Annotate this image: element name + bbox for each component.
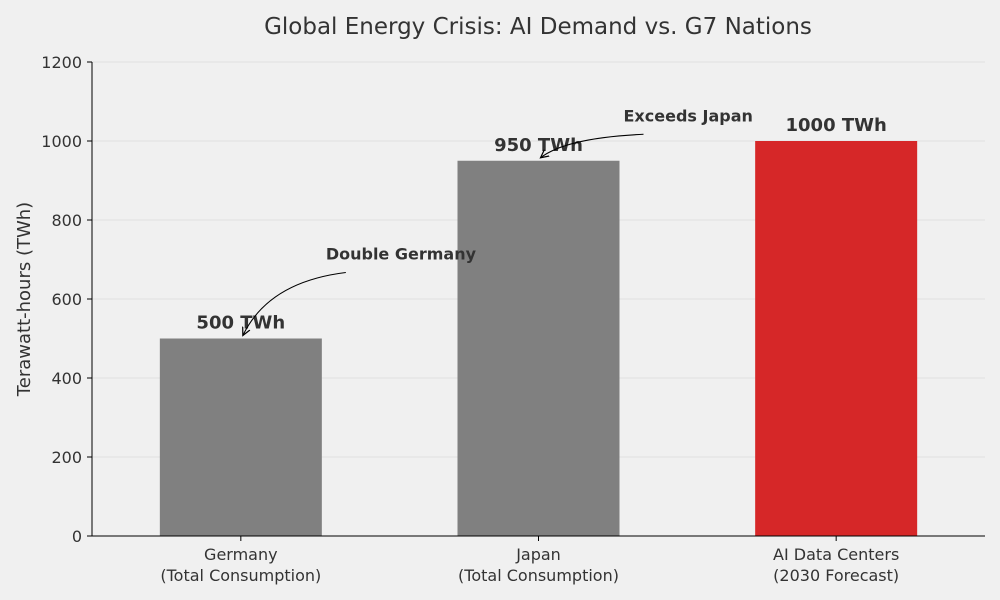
chart-title: Global Energy Crisis: AI Demand vs. G7 N… (264, 14, 812, 40)
x-tick-sublabel: (Total Consumption) (458, 566, 619, 585)
y-tick-label: 800 (51, 211, 82, 230)
annotations: Double Germany Exceeds Japan (243, 106, 753, 335)
annotation-text: Double Germany (326, 245, 477, 264)
y-tick-label: 1200 (41, 53, 82, 72)
y-tick-label: 1000 (41, 132, 82, 151)
x-tick-sublabel: (2030 Forecast) (773, 566, 899, 585)
x-tick-label: Germany (204, 545, 278, 564)
bars (159, 141, 918, 536)
x-tick-sublabel: (Total Consumption) (160, 566, 321, 585)
data-label: 1000 TWh (786, 115, 887, 136)
bar (159, 338, 322, 536)
y-tick-label: 600 (51, 290, 82, 309)
value-labels: 500 TWh 950 TWh 1000 TWh (196, 115, 886, 334)
y-tick-label: 0 (72, 527, 82, 546)
data-label: 500 TWh (196, 313, 285, 334)
x-tick-label: Japan (515, 545, 561, 564)
bar (457, 160, 620, 536)
y-axis-label: Terawatt-hours (TWh) (14, 202, 35, 397)
bar (755, 141, 918, 536)
x-tick-label: AI Data Centers (773, 545, 899, 564)
annotation-arrow (243, 271, 346, 336)
annotation-text: Exceeds Japan (624, 106, 753, 125)
annotation-arrow (541, 133, 644, 158)
data-label: 950 TWh (494, 135, 583, 156)
axes: 0 200 400 600 800 1000 1200 Germany (Total Consu… (41, 53, 985, 585)
y-tick-label: 400 (51, 369, 82, 388)
y-tick-label: 200 (51, 448, 82, 467)
